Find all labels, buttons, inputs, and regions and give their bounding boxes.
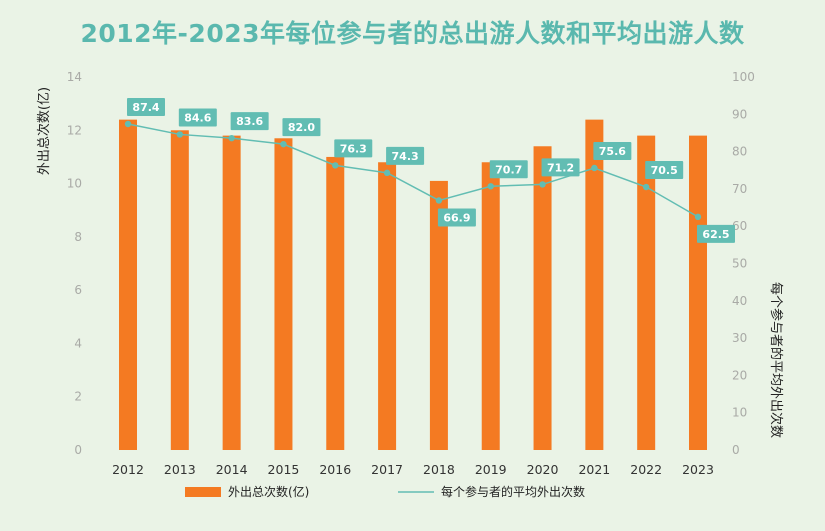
- left-axis-tick-label: 8: [74, 230, 82, 244]
- data-label: 87.4: [132, 101, 159, 114]
- data-label-box: [386, 146, 425, 165]
- bar: [533, 146, 552, 450]
- left-axis-tick-label: 6: [74, 283, 82, 297]
- data-label: 66.9: [443, 211, 470, 224]
- left-axis-tick-label: 14: [67, 70, 82, 84]
- data-label: 62.5: [702, 228, 729, 241]
- data-label: 82.0: [288, 121, 315, 134]
- bar: [222, 135, 241, 450]
- x-axis-tick-label: 2013: [164, 462, 196, 477]
- bar: [689, 135, 707, 450]
- bar: [637, 135, 656, 450]
- left-axis-tick-label: 12: [67, 123, 82, 137]
- right-axis-tick-label: 40: [732, 294, 747, 308]
- bar: [326, 156, 345, 450]
- x-axis-tick-label: 2018: [423, 462, 455, 477]
- legend-label-bar: 外出总次数(亿): [228, 484, 309, 499]
- data-label-box: [282, 118, 321, 137]
- chart-title: 2012年-2023年每位参与者的总出游人数和平均出游人数: [80, 19, 745, 48]
- right-axis-tick-label: 20: [732, 368, 747, 382]
- data-label: 70.5: [651, 164, 678, 177]
- x-axis-tick-label: 2017: [371, 462, 403, 477]
- x-axis-tick-label: 2022: [630, 462, 662, 477]
- right-axis-tick-label: 60: [732, 219, 747, 233]
- data-label-box: [230, 112, 269, 131]
- data-label: 76.3: [340, 142, 367, 155]
- data-label: 75.6: [599, 145, 626, 158]
- line-point: [642, 183, 650, 191]
- data-label-box: [489, 160, 528, 179]
- line-point: [124, 120, 132, 128]
- data-label: 83.6: [236, 115, 263, 128]
- x-axis-tick-label: 2020: [527, 462, 559, 477]
- legend-swatch-bar: [185, 487, 221, 497]
- data-label-box: [645, 161, 684, 180]
- x-axis-tick-label: 2014: [216, 462, 248, 477]
- line-point: [435, 197, 443, 204]
- right-axis-tick-label: 80: [732, 145, 747, 159]
- data-label-box: [127, 97, 165, 116]
- line-point: [176, 131, 184, 138]
- data-label: 84.6: [184, 111, 211, 124]
- right-axis-title: 每个参与者的平均外出次数: [768, 282, 784, 438]
- line-point: [591, 164, 598, 172]
- right-axis-tick-label: 70: [732, 182, 747, 196]
- x-axis-tick-label: 2015: [268, 462, 300, 477]
- legend-label-line: 每个参与者的平均外出次数: [441, 484, 585, 499]
- left-axis-tick-label: 10: [67, 177, 82, 191]
- x-axis-tick-label: 2021: [578, 462, 610, 477]
- left-axis-tick-label: 2: [74, 390, 82, 404]
- line-point: [539, 181, 546, 188]
- bar: [481, 162, 500, 450]
- right-axis-tick-label: 50: [732, 257, 747, 271]
- right-axis-tick-label: 30: [732, 331, 747, 345]
- line-point: [487, 183, 494, 190]
- right-axis-tick-label: 10: [732, 406, 747, 420]
- x-axis-tick-label: 2016: [319, 462, 351, 477]
- x-axis-tick-label: 2019: [475, 462, 507, 477]
- data-label-box: [437, 208, 476, 227]
- bar: [274, 138, 293, 450]
- data-label: 74.3: [392, 150, 419, 163]
- bar: [429, 180, 448, 450]
- line-point: [383, 169, 391, 177]
- bar: [170, 130, 189, 451]
- data-label-box: [697, 224, 735, 243]
- bar: [585, 119, 604, 450]
- series-line: [127, 123, 699, 218]
- bar: [119, 119, 137, 450]
- right-axis-tick-label: 90: [732, 107, 747, 121]
- right-axis-tick-label: 0: [732, 443, 740, 457]
- line-point: [280, 140, 287, 148]
- line-point: [694, 213, 702, 221]
- x-axis-tick-label: 2012: [112, 462, 144, 477]
- line-point: [332, 162, 339, 169]
- left-axis-title: 外出总次数(亿): [36, 87, 52, 175]
- data-label-box: [593, 142, 632, 161]
- x-axis-tick-label: 2023: [682, 462, 714, 477]
- bar: [378, 162, 397, 450]
- data-label-box: [178, 108, 217, 127]
- data-label-box: [541, 158, 580, 177]
- left-axis-tick-label: 0: [74, 443, 82, 457]
- data-label: 70.7: [495, 163, 522, 176]
- line-point: [228, 134, 235, 142]
- data-label: 71.2: [547, 161, 574, 174]
- right-axis-tick-label: 100: [732, 70, 755, 84]
- left-axis-tick-label: 4: [74, 336, 82, 350]
- data-label-box: [334, 139, 373, 158]
